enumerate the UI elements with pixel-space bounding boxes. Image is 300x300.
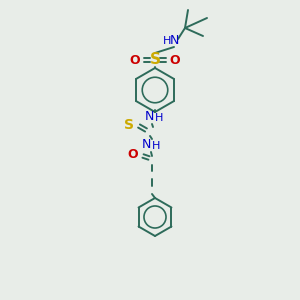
Text: N: N [144,110,154,124]
Text: S: S [149,52,161,68]
Text: S: S [124,118,134,132]
Text: N: N [141,139,151,152]
Text: H: H [152,141,160,151]
Text: H: H [155,113,163,123]
Text: O: O [170,53,180,67]
Text: O: O [130,53,140,67]
Text: H: H [163,36,171,46]
Text: O: O [128,148,138,161]
Text: N: N [169,34,179,47]
